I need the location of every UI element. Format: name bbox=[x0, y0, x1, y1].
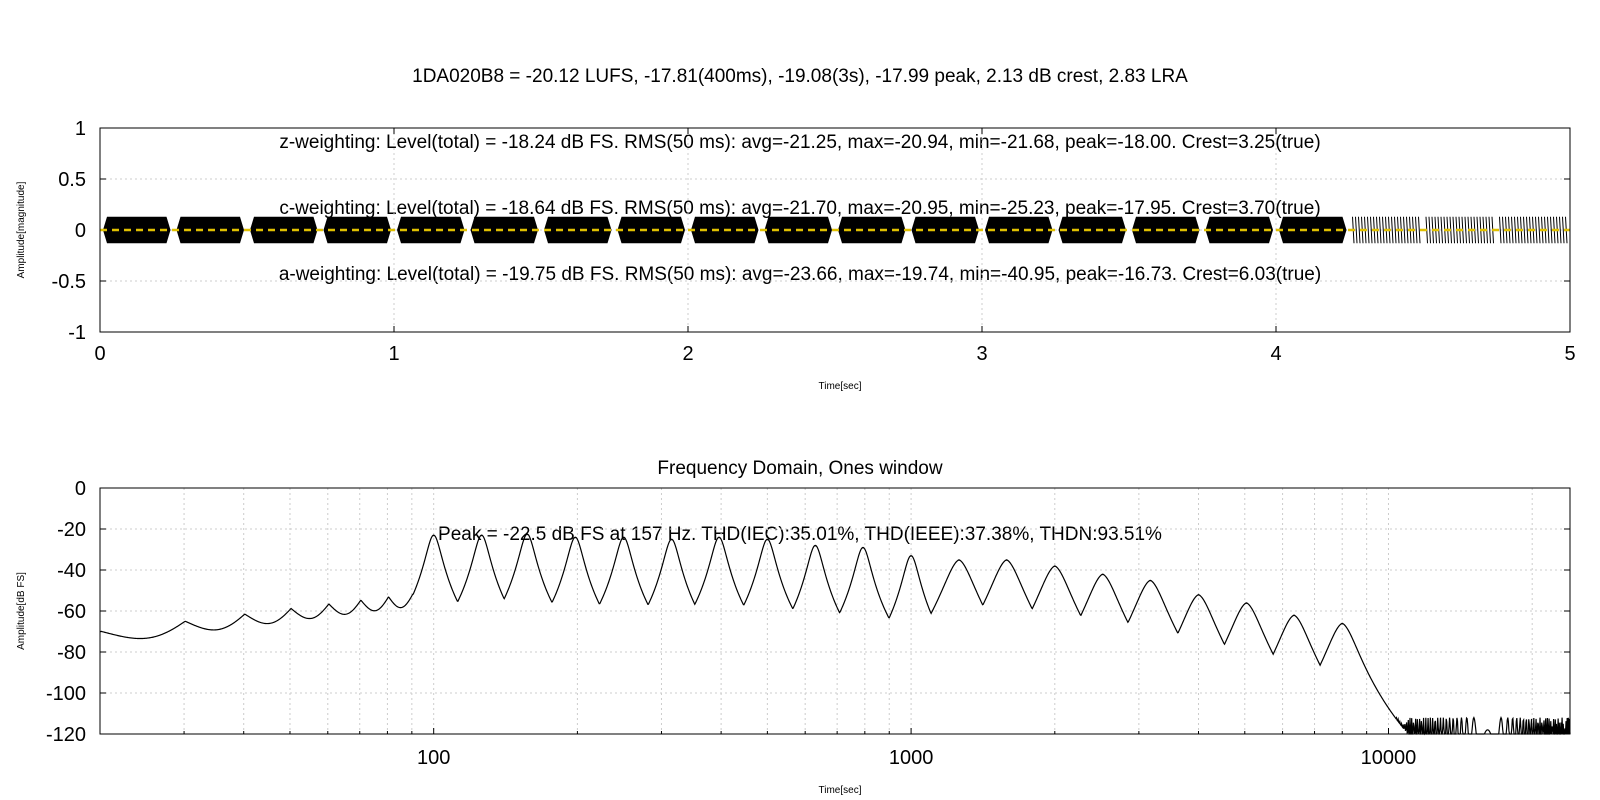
y-tick-label: 0.5 bbox=[58, 169, 86, 191]
x-tick-label: 100 bbox=[417, 747, 450, 769]
x-tick-label: 5 bbox=[1564, 343, 1575, 365]
y-axis-label: Amplitude[magnitude] bbox=[16, 181, 27, 278]
y-tick-label: -0.5 bbox=[52, 271, 86, 293]
y-tick-label: -80 bbox=[57, 642, 86, 664]
y-tick-label: -60 bbox=[57, 601, 86, 623]
waveform-segment bbox=[544, 216, 612, 244]
top-title-line-4: a-weighting: Level(total) = -19.75 dB FS… bbox=[278, 264, 1322, 285]
waveform-segment bbox=[1058, 216, 1126, 244]
y-axis-label: Amplitude[dB FS] bbox=[16, 572, 27, 650]
y-tick-label: 0 bbox=[75, 220, 86, 242]
y-tick-label: 0 bbox=[75, 478, 86, 500]
time-domain-plot: 0 1 2 3 4 5 1 0.5 0 -0.5 -1 Time[sec] Amplitude[magn… bbox=[16, 118, 1576, 392]
x-tick-label: 1000 bbox=[889, 747, 934, 769]
x-tick-label: 0 bbox=[94, 343, 105, 365]
x-tick-label: 2 bbox=[682, 343, 693, 365]
x-tick-label: 4 bbox=[1270, 343, 1281, 365]
x-tick-label: 3 bbox=[976, 343, 987, 365]
top-title-line-2: z-weighting: Level(total) = -18.24 dB FS… bbox=[279, 132, 1321, 153]
waveform-segment bbox=[470, 216, 538, 244]
y-tick-label: -40 bbox=[57, 560, 86, 582]
y-tick-label: -120 bbox=[46, 724, 86, 746]
y-tick-label: -100 bbox=[46, 683, 86, 705]
waveform-segment bbox=[1132, 216, 1200, 244]
plot-frame bbox=[99, 127, 1571, 333]
y-tick-label: 1 bbox=[75, 118, 86, 140]
plot-frame bbox=[99, 487, 1571, 735]
spectrum-line bbox=[99, 533, 1571, 736]
top-title-line-1: 1DA020B8 = -20.12 LUFS, -17.81(400ms), -… bbox=[412, 66, 1188, 87]
waveform-segment bbox=[617, 216, 685, 244]
y-tick-label: -20 bbox=[57, 519, 86, 541]
top-title-line-3: c-weighting: Level(total) = -18.64 dB FS… bbox=[279, 198, 1321, 219]
x-tick-label: 1 bbox=[388, 343, 399, 365]
waveform-segment bbox=[1205, 216, 1273, 244]
y-tick-label: -1 bbox=[68, 322, 86, 344]
bottom-title-line-1: Frequency Domain, Ones window bbox=[657, 458, 943, 479]
frequency-domain-plot: 100 1000 10000 0 -20 -40 -60 -80 -100 -120 Time[se… bbox=[16, 478, 1571, 796]
x-tick-label: 10000 bbox=[1361, 747, 1417, 769]
top-chart-title: 1DA020B8 = -20.12 LUFS, -17.81(400ms), -… bbox=[0, 22, 1600, 308]
x-axis-label: Time[sec] bbox=[819, 785, 862, 796]
x-axis-label: Time[sec] bbox=[819, 381, 862, 392]
